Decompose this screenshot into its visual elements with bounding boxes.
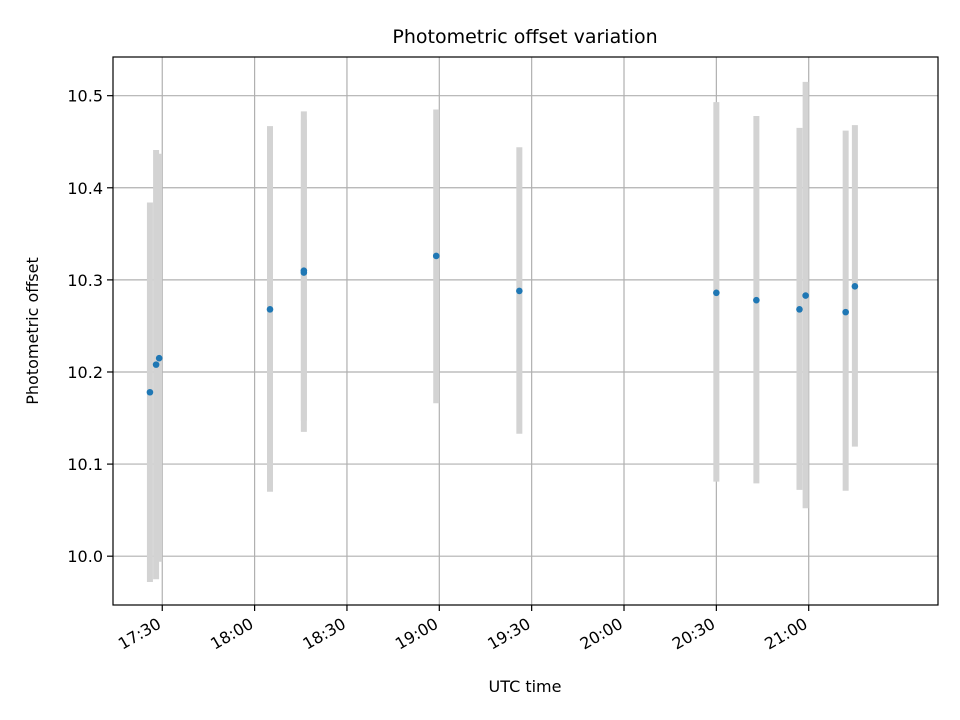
data-point [851, 283, 859, 290]
y-axis-label: Photometric offset [23, 257, 42, 405]
data-point [155, 354, 163, 362]
data-point [713, 289, 720, 297]
y-tick-label: 10.3 [67, 271, 103, 290]
x-axis-label: UTC time [489, 677, 562, 696]
data-point [146, 388, 154, 396]
data-points [146, 252, 859, 396]
y-tick-label: 10.4 [67, 179, 103, 198]
y-axis-ticks: 10.0 10.1 10.2 10.3 10.4 10.5 [67, 87, 113, 566]
y-tick-label: 10.2 [67, 363, 103, 382]
data-point [152, 361, 160, 368]
data-point [516, 287, 523, 295]
y-tick-label: 10.5 [67, 87, 103, 106]
plot-frame [112, 56, 939, 606]
data-point [300, 269, 308, 276]
chart-title: Photometric offset variation [392, 26, 657, 48]
y-tick-label: 10.1 [67, 455, 103, 474]
data-point [802, 292, 809, 299]
data-point [796, 306, 803, 313]
data-point [842, 308, 849, 316]
y-tick-label: 10.0 [67, 547, 103, 566]
data-point [753, 296, 760, 304]
data-point [432, 252, 440, 260]
data-point [266, 306, 274, 313]
